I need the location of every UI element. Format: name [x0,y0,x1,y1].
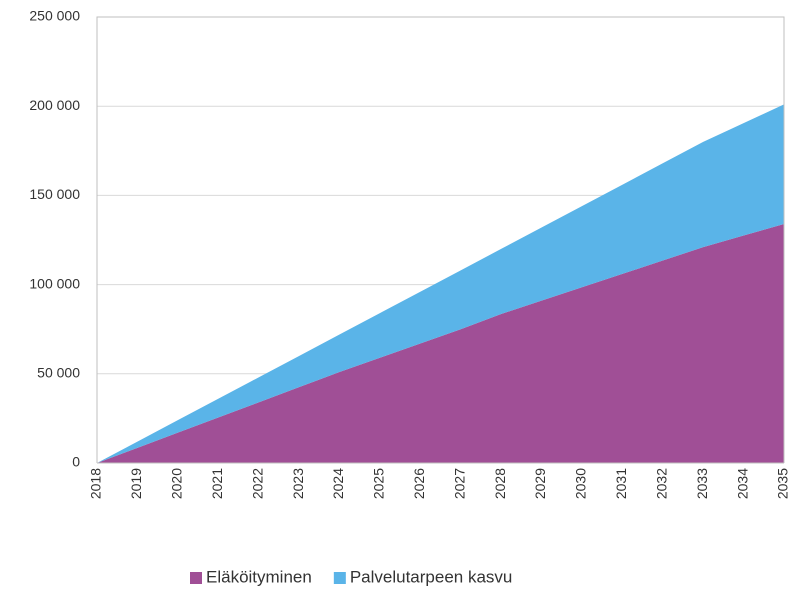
plot-frame [96,16,785,463]
x-tick-label: 2032 [653,468,669,499]
y-tick-label: 100 000 [29,275,80,291]
x-tick-label: 2028 [492,468,508,499]
x-tick-label: 2034 [734,468,750,499]
x-tick-label: 2024 [330,468,346,499]
legend-label: Palvelutarpeen kasvu [350,567,513,586]
x-tick-label: 2027 [451,468,467,499]
x-tick-label: 2021 [209,468,225,499]
y-tick-label: 50 000 [37,365,80,381]
y-tick-label: 250 000 [29,8,80,24]
x-tick-label: 2025 [371,468,387,499]
x-tick-label: 2019 [128,468,144,499]
legend-swatch [333,572,346,584]
x-tick-label: 2029 [532,468,548,499]
x-tick-label: 2023 [290,468,306,499]
x-tick-label: 2020 [169,468,185,499]
area [97,223,784,463]
x-tick-label: 2031 [613,468,629,499]
y-tick-label: 150 000 [29,186,80,202]
x-tick-label: 2018 [88,468,104,499]
x-tick-label: 2030 [573,468,589,499]
legend-label: Eläköityminen [206,567,312,586]
legend-swatch [190,572,202,584]
x-tick-label: 2022 [249,468,265,499]
x-tick-label: 2026 [411,468,427,499]
x-tick-label: 2033 [694,468,710,499]
area [97,104,784,463]
y-tick-label: 200 000 [29,97,80,113]
y-tick-label: 0 [72,454,80,470]
legend: Eläköityminen Palvelutarpeen kasvu [190,567,512,586]
x-tick-label: 2035 [775,468,789,499]
